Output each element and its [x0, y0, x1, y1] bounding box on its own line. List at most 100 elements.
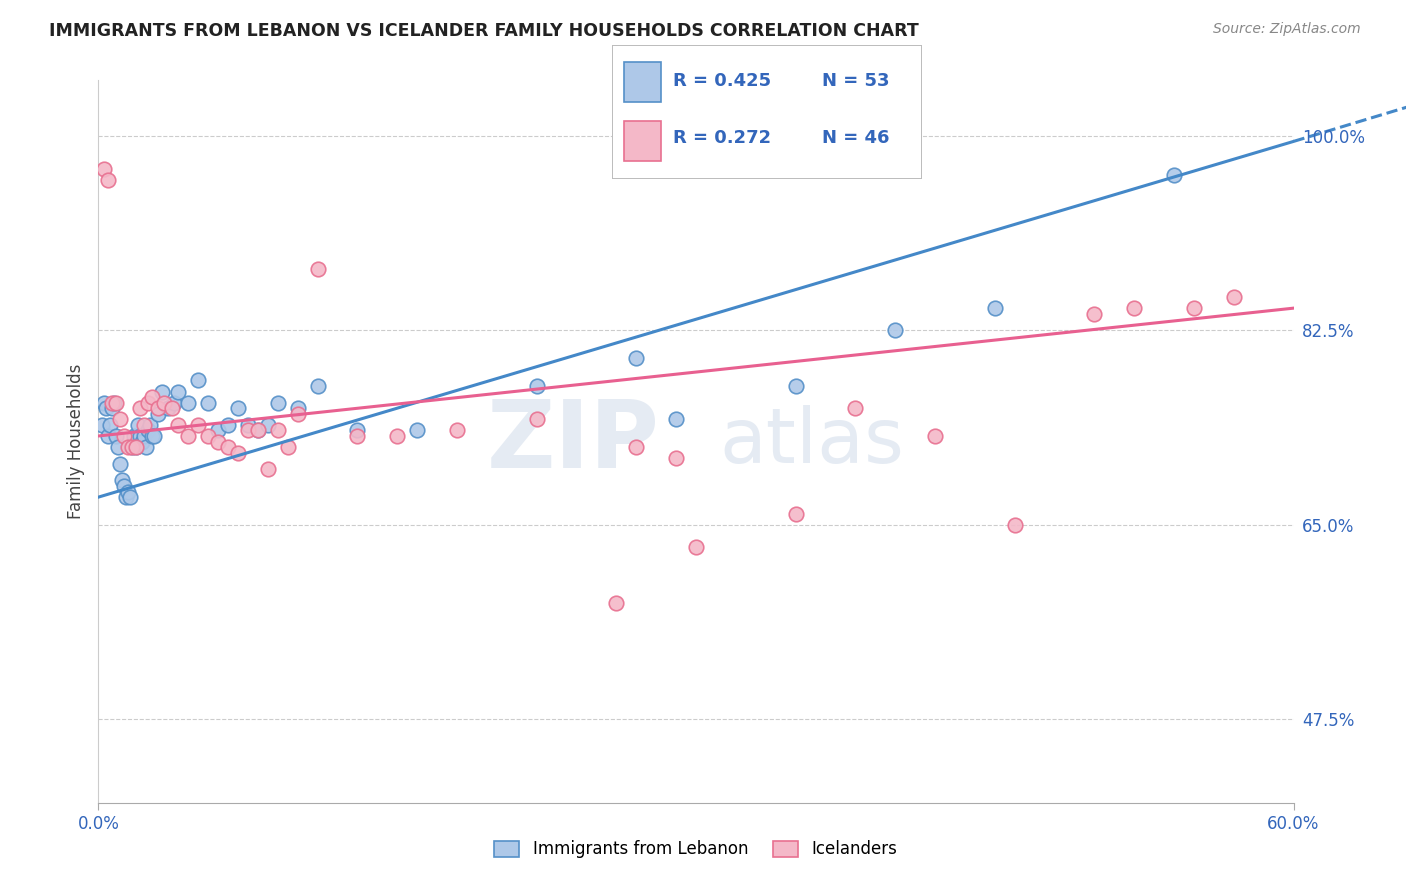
- Point: [107, 440, 129, 454]
- Point: [385, 429, 409, 443]
- Point: [1182, 301, 1205, 315]
- Point: [277, 440, 299, 454]
- Point: [346, 429, 368, 443]
- Point: [626, 440, 648, 454]
- Text: R = 0.272: R = 0.272: [673, 129, 772, 147]
- Point: [287, 401, 309, 416]
- Point: [984, 301, 1007, 315]
- Point: [93, 162, 115, 177]
- FancyBboxPatch shape: [624, 120, 661, 161]
- Point: [97, 173, 120, 187]
- Point: [217, 440, 239, 454]
- Point: [665, 412, 688, 426]
- Point: [150, 384, 173, 399]
- Text: N = 46: N = 46: [823, 129, 890, 147]
- Point: [117, 484, 139, 499]
- Point: [134, 429, 156, 443]
- Point: [406, 424, 429, 438]
- Point: [91, 417, 114, 432]
- Point: [136, 424, 159, 438]
- Point: [844, 401, 866, 416]
- Point: [124, 429, 146, 443]
- Point: [197, 429, 219, 443]
- Point: [785, 507, 807, 521]
- Point: [1004, 517, 1026, 532]
- Point: [129, 429, 152, 443]
- Point: [884, 323, 907, 337]
- Point: [157, 401, 180, 416]
- Point: [187, 417, 209, 432]
- Point: [129, 401, 152, 416]
- Point: [121, 440, 143, 454]
- Point: [785, 379, 807, 393]
- Point: [526, 412, 548, 426]
- Point: [134, 417, 156, 432]
- Point: [187, 373, 209, 387]
- Point: [207, 424, 229, 438]
- Point: [246, 424, 269, 438]
- Text: R = 0.425: R = 0.425: [673, 72, 772, 90]
- Point: [160, 401, 183, 416]
- Point: [127, 417, 149, 432]
- Point: [110, 412, 132, 426]
- Point: [93, 395, 115, 409]
- Point: [207, 434, 229, 449]
- Point: [139, 417, 162, 432]
- Point: [1163, 168, 1185, 182]
- Point: [105, 429, 128, 443]
- Point: [226, 445, 249, 459]
- Point: [103, 395, 125, 409]
- Point: [153, 395, 176, 409]
- Y-axis label: Family Households: Family Households: [66, 364, 84, 519]
- Point: [167, 384, 190, 399]
- Point: [246, 424, 269, 438]
- Point: [97, 429, 120, 443]
- Point: [605, 596, 627, 610]
- Point: [307, 262, 329, 277]
- Point: [115, 490, 138, 504]
- Point: [526, 379, 548, 393]
- Point: [96, 401, 118, 416]
- Point: [141, 429, 163, 443]
- Point: [131, 434, 153, 449]
- Point: [256, 417, 278, 432]
- Point: [101, 401, 124, 416]
- Point: [226, 401, 249, 416]
- Point: [120, 490, 142, 504]
- Point: [924, 429, 946, 443]
- Point: [148, 407, 170, 421]
- Point: [267, 395, 290, 409]
- Point: [112, 429, 135, 443]
- Point: [121, 440, 143, 454]
- Point: [1123, 301, 1146, 315]
- Point: [143, 429, 166, 443]
- Point: [177, 395, 200, 409]
- Point: [98, 417, 122, 432]
- Point: [117, 440, 139, 454]
- Point: [267, 424, 290, 438]
- Point: [141, 390, 163, 404]
- Point: [217, 417, 239, 432]
- FancyBboxPatch shape: [624, 62, 661, 102]
- Point: [665, 451, 688, 466]
- Point: [125, 440, 148, 454]
- Point: [446, 424, 468, 438]
- Legend: Immigrants from Lebanon, Icelanders: Immigrants from Lebanon, Icelanders: [486, 832, 905, 867]
- Point: [110, 457, 132, 471]
- Text: N = 53: N = 53: [823, 72, 890, 90]
- Point: [167, 417, 190, 432]
- Point: [626, 351, 648, 366]
- Point: [111, 474, 134, 488]
- Text: Source: ZipAtlas.com: Source: ZipAtlas.com: [1213, 22, 1361, 37]
- Point: [1083, 307, 1105, 321]
- Point: [256, 462, 278, 476]
- Text: ZIP: ZIP: [488, 395, 661, 488]
- Point: [346, 424, 368, 438]
- Point: [135, 440, 157, 454]
- Point: [236, 424, 259, 438]
- Point: [136, 395, 159, 409]
- Point: [177, 429, 200, 443]
- Point: [101, 395, 124, 409]
- Point: [685, 540, 707, 554]
- Point: [163, 395, 186, 409]
